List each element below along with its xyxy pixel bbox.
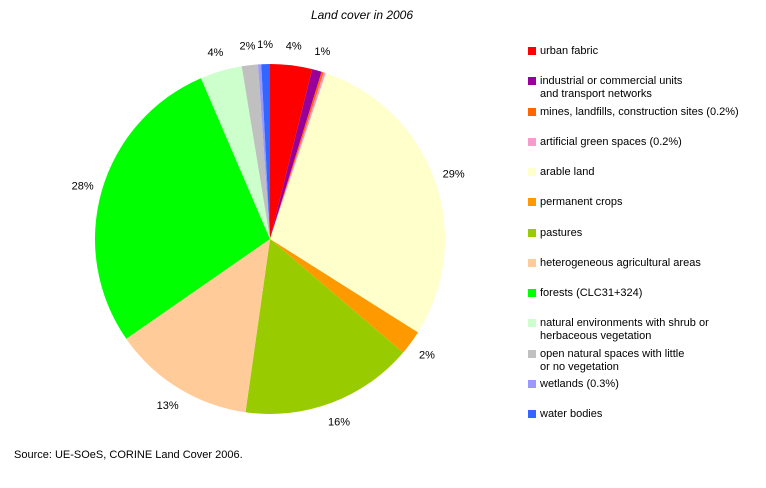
pie-chart: 4% 1%29%2%16%13%28%4%2% 1%: [72, 39, 465, 428]
pie-slice-7: [126, 239, 271, 413]
slice-label-5: 2%: [419, 350, 435, 362]
slice-label-9: 4%: [207, 47, 223, 59]
legend-swatch-0: [528, 47, 536, 55]
legend-label-5: permanent crops: [540, 196, 623, 209]
legend-swatch-5: [528, 198, 536, 207]
slice-label-6: 16%: [328, 416, 350, 428]
pie-slice-5: [270, 239, 418, 353]
legend-swatch-9: [528, 319, 536, 328]
legend-swatch-8: [528, 289, 536, 297]
slice-label-10: 2%: [240, 40, 256, 52]
legend-label-9: natural environments with shrub or herbac…: [540, 317, 709, 343]
pie-slice-9: [200, 66, 270, 239]
legend-label-6: pastures: [540, 226, 583, 239]
pie-slice-2: [270, 71, 324, 239]
legend-label-0: urban fabric: [540, 45, 599, 57]
legend-label-7: heterogeneous agricultural areas: [540, 256, 701, 269]
pie-slice-11: [258, 64, 270, 239]
legend-label-4: arable land: [540, 166, 595, 178]
legend-swatch-6: [528, 228, 536, 237]
pie-slice-3: [270, 72, 326, 239]
legend-label-8: forests (CLC31+324): [540, 287, 643, 299]
legend: urban fabric industrial or commercial uni…: [528, 0, 766, 440]
pie-slice-0: [270, 64, 313, 239]
pie-slice-4: [270, 73, 446, 333]
pie-slice-8: [95, 78, 270, 339]
legend-swatch-3: [528, 137, 536, 146]
slice-label-8: 28%: [72, 180, 94, 192]
pie-slice-1: [270, 69, 322, 239]
pie-slice-6: [245, 239, 404, 415]
legend-swatch-7: [528, 258, 536, 267]
slice-label-1: 1%: [314, 46, 330, 58]
legend-label-11: wetlands (0.3%): [540, 377, 619, 390]
source-note: Source: UE-SOeS, CORINE Land Cover 2006.: [14, 449, 243, 461]
legend-label-3: artificial green spaces (0.2%): [540, 135, 682, 148]
legend-swatch-2: [528, 107, 536, 116]
legend-swatch-11: [528, 379, 536, 388]
legend-label-2: mines, landfills, construction sites (0.…: [540, 105, 739, 118]
slice-label-12: 1%: [257, 39, 273, 51]
slice-label-0: 4%: [286, 40, 302, 52]
slice-label-4: 29%: [443, 169, 465, 181]
legend-swatch-4: [528, 168, 536, 176]
legend-label-12: water bodies: [540, 408, 603, 420]
chart-title: Land cover in 2006: [310, 8, 414, 22]
slice-label-7: 13%: [157, 400, 179, 412]
pie-slice-12: [261, 64, 270, 239]
pie-slice-10: [241, 64, 270, 239]
legend-swatch-1: [528, 77, 536, 86]
legend-label-1: industrial or commercial units and transp…: [540, 75, 683, 101]
legend-swatch-12: [528, 410, 536, 418]
legend-swatch-10: [528, 349, 536, 358]
legend-label-10: open natural spaces with little or no veg…: [540, 347, 685, 373]
